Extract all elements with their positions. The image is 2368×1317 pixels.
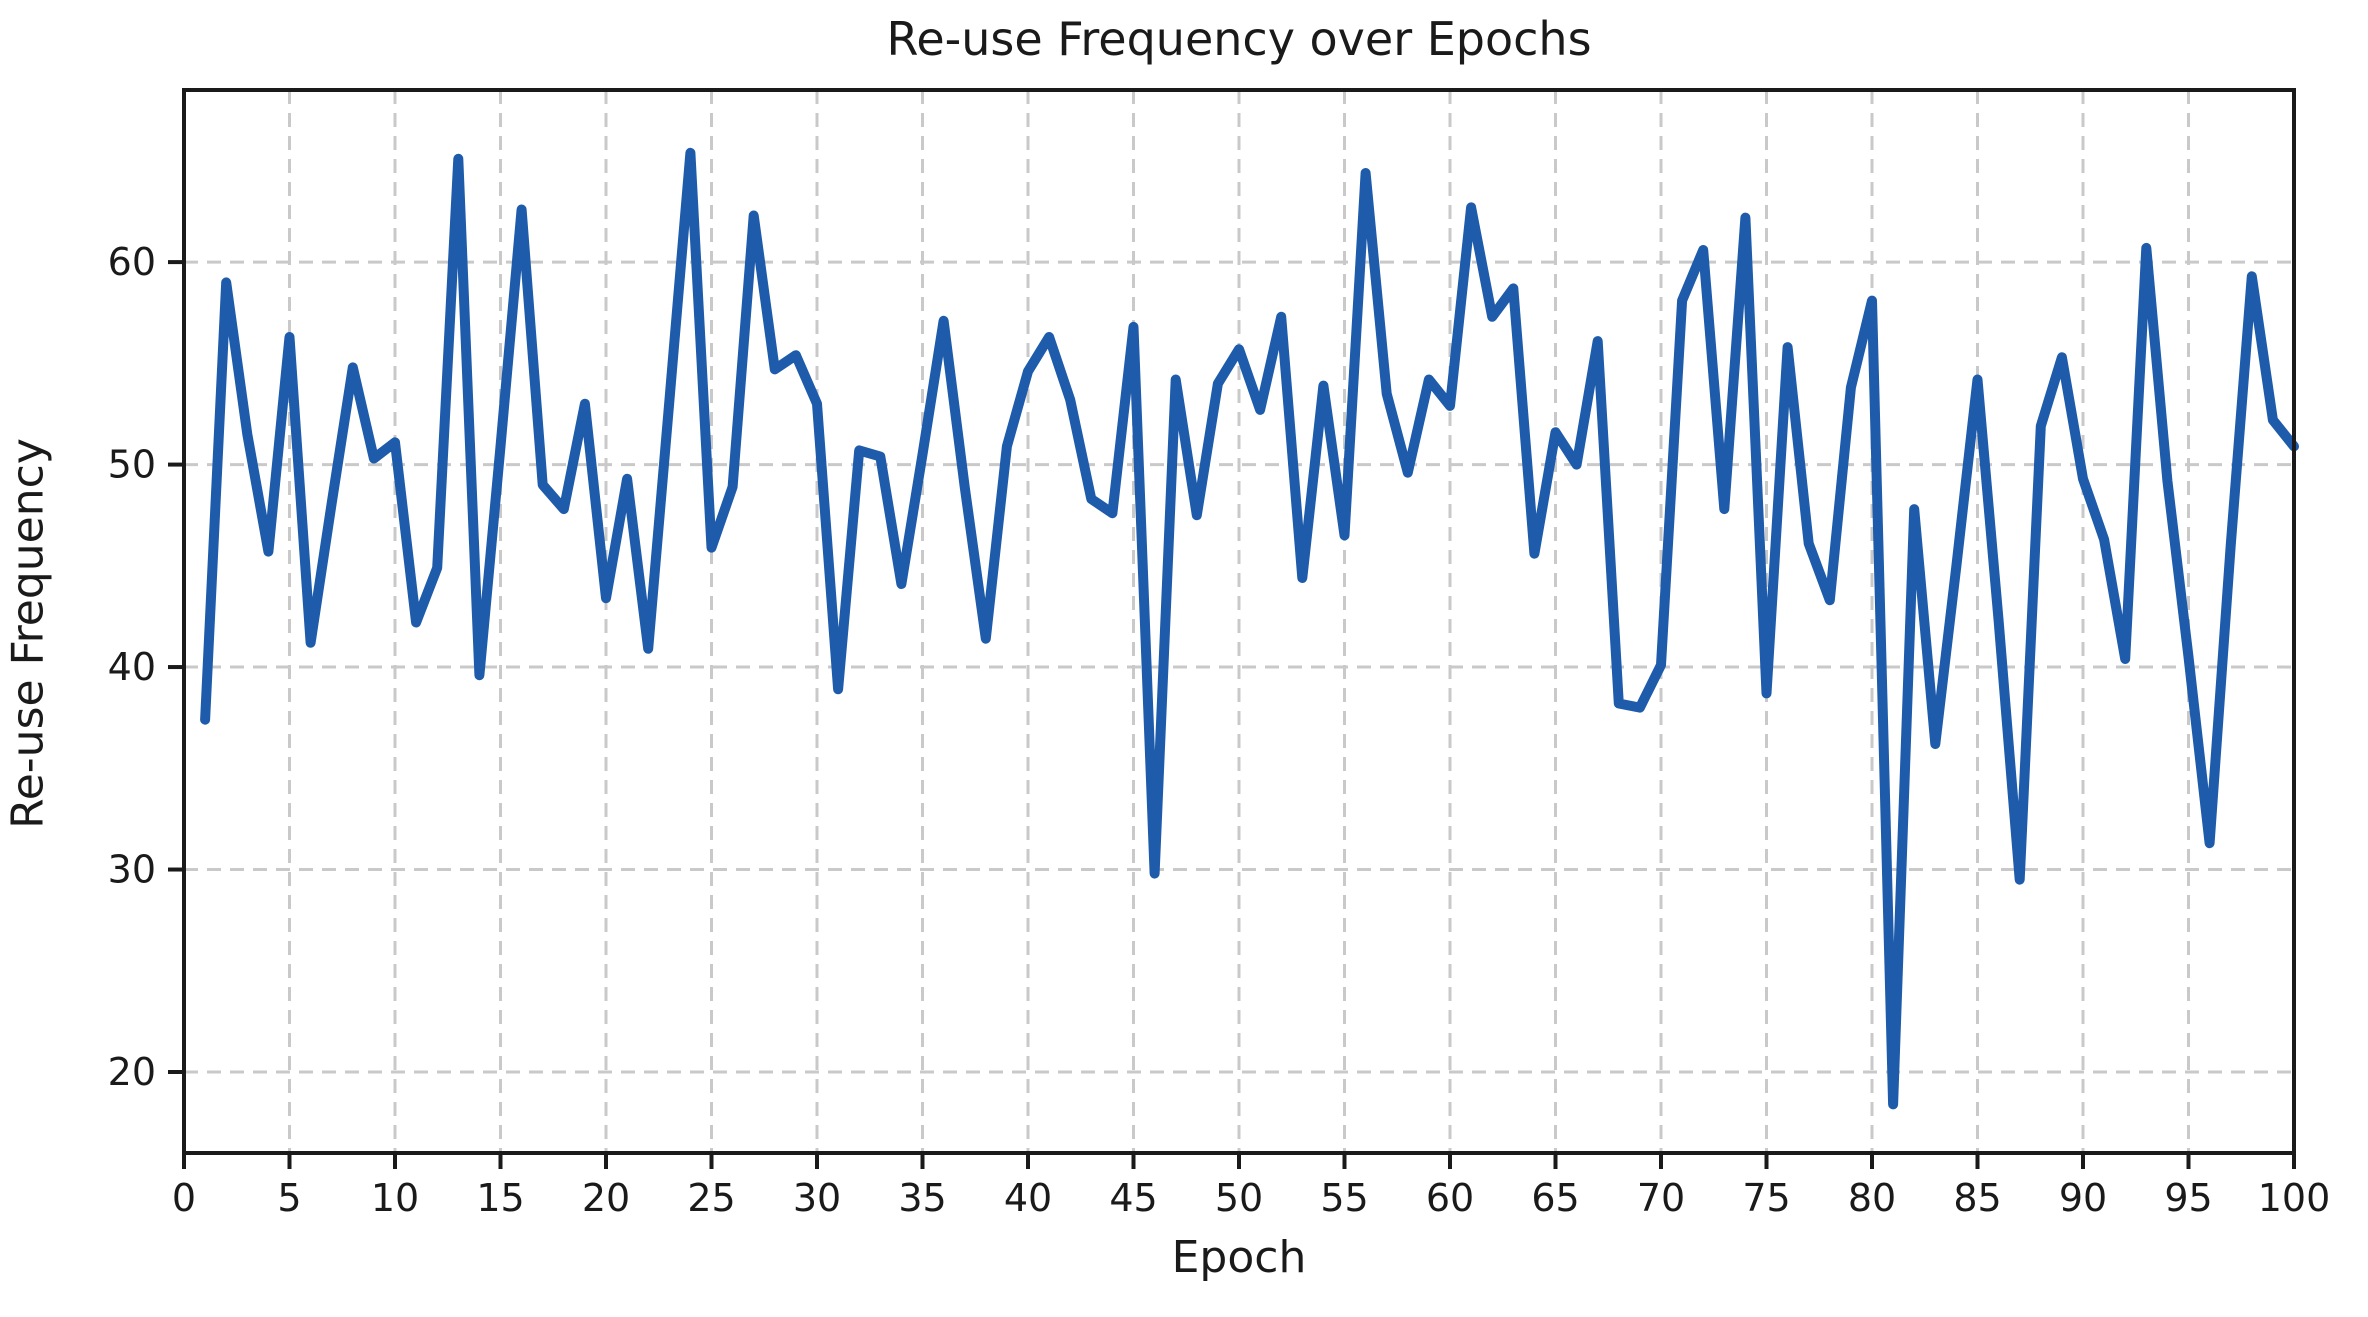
x-tick-label: 65 xyxy=(1531,1176,1579,1220)
x-tick-label: 40 xyxy=(1004,1176,1052,1220)
x-tick-label: 15 xyxy=(476,1176,524,1220)
x-tick-label: 5 xyxy=(277,1176,301,1220)
y-tick-label: 30 xyxy=(108,848,156,892)
y-tick-label: 20 xyxy=(108,1050,156,1094)
x-tick-label: 55 xyxy=(1320,1176,1368,1220)
x-tick-label: 20 xyxy=(582,1176,630,1220)
x-tick-label: 0 xyxy=(172,1176,196,1220)
x-tick-label: 10 xyxy=(371,1176,419,1220)
y-tick-label: 60 xyxy=(108,240,156,284)
x-tick-label: 75 xyxy=(1742,1176,1790,1220)
chart-title: Re-use Frequency over Epochs xyxy=(886,12,1592,66)
y-tick-label: 40 xyxy=(108,645,156,689)
x-tick-label: 80 xyxy=(1848,1176,1896,1220)
data-line xyxy=(200,147,2299,1110)
x-tick-label: 50 xyxy=(1215,1176,1263,1220)
y-tick-label: 50 xyxy=(108,443,156,487)
x-tick-label: 25 xyxy=(687,1176,735,1220)
x-tick-label: 60 xyxy=(1426,1176,1474,1220)
x-tick-label: 35 xyxy=(898,1176,946,1220)
x-tick-label: 100 xyxy=(2258,1176,2331,1220)
x-tick-label: 30 xyxy=(793,1176,841,1220)
x-tick-label: 70 xyxy=(1637,1176,1685,1220)
x-tick-label: 85 xyxy=(1953,1176,2001,1220)
x-tick-label: 90 xyxy=(2059,1176,2107,1220)
x-tick-label: 45 xyxy=(1109,1176,1157,1220)
x-axis-label: Epoch xyxy=(1171,1232,1307,1283)
x-tick-label: 95 xyxy=(2164,1176,2212,1220)
